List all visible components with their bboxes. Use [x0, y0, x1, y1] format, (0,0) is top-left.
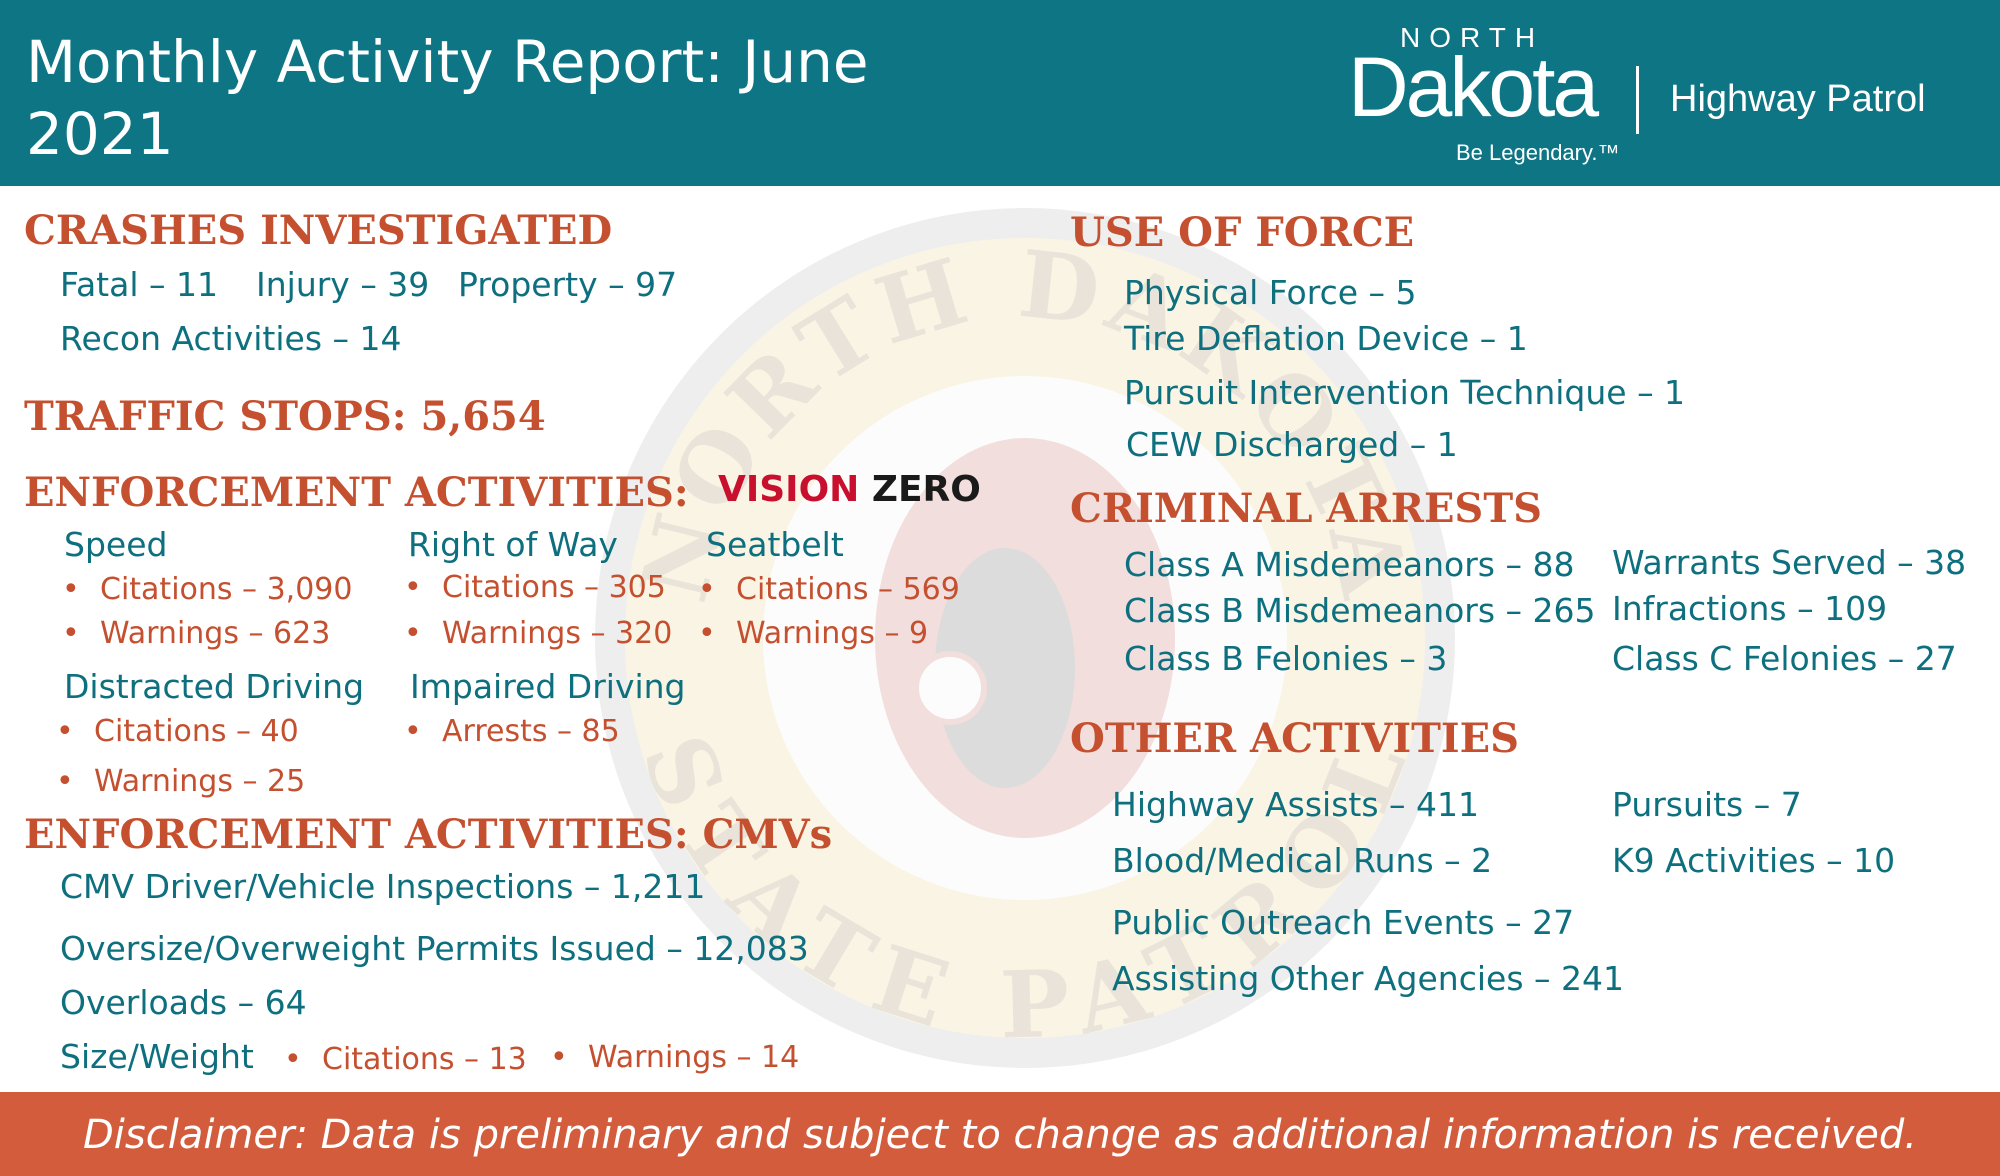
size-weight-label: Size/Weight [60, 1037, 254, 1076]
cmv-inspections: CMV Driver/Vehicle Inspections – 1,211 [60, 867, 706, 906]
crashes-heading: CRASHES INVESTIGATED [24, 207, 613, 254]
distracted-warnings: Warnings – 25 [56, 762, 305, 802]
right-of-way-citations: Citations – 305 [404, 568, 666, 608]
other-item: Pursuits – 7 [1612, 785, 1802, 824]
vision-zero-logo: VISION ZERO [718, 468, 981, 512]
footer-banner: Disclaimer: Data is preliminary and subj… [0, 1092, 2000, 1176]
logo-agency-name: Highway Patrol [1670, 78, 1926, 120]
report-body: CRASHES INVESTIGATED Fatal – 11 Injury –… [0, 186, 2000, 1092]
right-of-way-label: Right of Way [408, 525, 618, 564]
right-of-way-warnings: Warnings – 320 [404, 614, 672, 654]
other-item: Highway Assists – 411 [1112, 785, 1479, 824]
use-of-force-item: CEW Discharged – 1 [1126, 425, 1458, 464]
seatbelt-citations: Citations – 569 [698, 570, 960, 610]
other-item: K9 Activities – 10 [1612, 841, 1896, 880]
logo-north-text: NORTH [1400, 22, 1545, 53]
page-title: Monthly Activity Report: June 2021 [26, 28, 869, 168]
arrests-item: Warrants Served – 38 [1612, 543, 1967, 582]
traffic-stops-heading: TRAFFIC STOPS: 5,654 [24, 393, 546, 440]
other-item: Assisting Other Agencies – 241 [1112, 959, 1624, 998]
use-of-force-item: Physical Force – 5 [1124, 273, 1417, 312]
logo-dakota-text: Dakota [1348, 40, 1599, 134]
crashes-property: Property – 97 [458, 265, 678, 304]
size-weight-citations: Citations – 13 [284, 1040, 527, 1080]
crashes-recon: Recon Activities – 14 [60, 319, 402, 358]
arrests-item: Class B Misdemeanors – 265 [1124, 591, 1596, 630]
state-patrol-seal-watermark: NORTH DAKOTA STATE PATROL [595, 208, 1455, 1068]
speed-label: Speed [64, 525, 168, 564]
disclaimer-text: Disclaimer: Data is preliminary and subj… [82, 1112, 1918, 1158]
speed-citations: Citations – 3,090 [62, 570, 352, 610]
use-of-force-item: Pursuit Intervention Technique – 1 [1124, 373, 1686, 412]
cmv-heading: ENFORCEMENT ACTIVITIES: CMVs [24, 811, 833, 858]
seatbelt-warnings: Warnings – 9 [698, 614, 928, 654]
logo-divider [1636, 66, 1639, 134]
arrests-item: Class A Misdemeanors – 88 [1124, 545, 1575, 584]
other-item: Public Outreach Events – 27 [1112, 903, 1575, 942]
cmv-permits: Oversize/Overweight Permits Issued – 12,… [60, 929, 809, 968]
logo-tagline: Be Legendary.™ [1456, 140, 1620, 165]
distracted-citations: Citations – 40 [56, 712, 299, 752]
speed-warnings: Warnings – 623 [62, 614, 330, 654]
seatbelt-label: Seatbelt [706, 525, 844, 564]
crashes-injury: Injury – 39 [256, 265, 430, 304]
other-activities-heading: OTHER ACTIVITIES [1070, 715, 1520, 762]
header-banner: Monthly Activity Report: June 2021 NORTH… [0, 0, 2000, 186]
arrests-item: Infractions – 109 [1612, 589, 1888, 628]
use-of-force-heading: USE OF FORCE [1070, 209, 1415, 256]
distracted-label: Distracted Driving [64, 667, 365, 706]
impaired-arrests: Arrests – 85 [404, 712, 620, 752]
other-item: Blood/Medical Runs – 2 [1112, 841, 1493, 880]
cmv-overloads: Overloads – 64 [60, 983, 307, 1022]
enforcement-heading: ENFORCEMENT ACTIVITIES: [24, 469, 689, 516]
arrests-item: Class C Felonies – 27 [1612, 639, 1957, 678]
vision-zero-vision: VISION [718, 469, 860, 510]
size-weight-warnings: Warnings – 14 [550, 1038, 799, 1078]
use-of-force-item: Tire Deflation Device – 1 [1124, 319, 1528, 358]
criminal-arrests-heading: CRIMINAL ARRESTS [1070, 485, 1542, 532]
impaired-label: Impaired Driving [410, 667, 686, 706]
arrests-item: Class B Felonies – 3 [1124, 639, 1448, 678]
seal-emblem [875, 438, 1175, 838]
vision-zero-zero: ZERO [871, 469, 981, 510]
crashes-fatal: Fatal – 11 [60, 265, 218, 304]
